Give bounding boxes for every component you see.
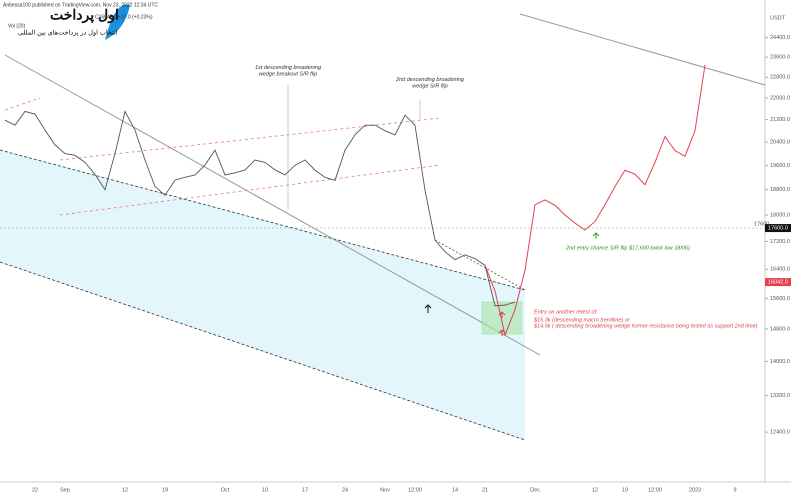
x-tick-label: 12:00: [408, 487, 422, 493]
last-price-label: 16042.0: [768, 280, 788, 286]
annotation: Entry on another retest of:: [534, 309, 598, 315]
price-line: [484, 65, 706, 337]
level-axis-label: 17600.0: [768, 226, 788, 232]
annotation: 2nd descending broadening wedge S/R flip: [395, 77, 465, 90]
y-tick-label: 14000.0: [770, 359, 790, 365]
x-tick-label: 17: [302, 487, 308, 493]
wedge-line: [59, 117, 441, 161]
x-tick-label: 12: [592, 487, 598, 493]
logo-icon: [105, 4, 130, 40]
y-tick-label: 16400.0: [770, 267, 790, 273]
unit-label: USDT: [770, 15, 786, 21]
y-tick-label: 22800.0: [770, 75, 790, 81]
level-label: 17600: [754, 221, 769, 227]
annotation: $15.3k (descending macro trendline) or: [533, 317, 631, 323]
last-price-tag: [765, 278, 791, 287]
macro-trendline: [4, 54, 541, 356]
y-tick-label: 18800.0: [770, 187, 790, 193]
y-tick-label: 20400.0: [770, 139, 790, 145]
logo: اول پرداخت انتخاب اول در پرداخت‌های بین …: [0, 0, 150, 42]
y-tick-label: 15600.0: [770, 296, 790, 302]
channel-line: [0, 149, 526, 291]
x-tick-label: Oct: [221, 487, 230, 493]
ohlc: C16042.0 +37.0 (+0.23%): [95, 14, 153, 20]
y-tick-label: 22000.0: [770, 95, 790, 101]
annotation-line: wedge S/R flip: [412, 84, 447, 90]
annotation-line: wedge breakout S/R flip: [259, 72, 317, 78]
y-tick-label: 18000.0: [770, 212, 790, 218]
x-tick-label: 12: [122, 487, 128, 493]
logo-title: اول پرداخت: [50, 7, 119, 24]
level-tag: [765, 224, 791, 233]
x-tick-label: Dec: [530, 487, 540, 493]
x-tick-label: 12:00: [648, 487, 662, 493]
volume-label: Vol (20): [8, 23, 26, 29]
y-tick-label: 19600.0: [770, 163, 790, 169]
x-tick-label: 19: [622, 487, 628, 493]
wedge-line: [4, 97, 41, 111]
y-tick-label: 14800.0: [770, 326, 790, 332]
x-tick-label: 14: [452, 487, 458, 493]
upper-trendline: [519, 13, 766, 86]
annotation: 1st descending broadening wedge breakout …: [255, 65, 322, 78]
logo-subtitle: انتخاب اول در پرداخت‌های بین المللی: [18, 29, 118, 37]
x-tick-label: 21: [482, 487, 488, 493]
x-tick-label: 2023: [689, 487, 701, 493]
annotation: 2nd entry chance S/R flip $17,600 (wick …: [565, 245, 690, 251]
annotation: $14.6k ( descending broadening wedge for…: [533, 323, 758, 329]
arrow: [592, 232, 600, 239]
price-line: [4, 110, 516, 307]
x-tick-label: 24: [342, 487, 348, 493]
y-tick-label: 23600.0: [770, 55, 790, 61]
x-tick-label: 10: [262, 487, 268, 493]
header: Anbessa100 published on TradingView.com,…: [3, 2, 158, 8]
y-tick-label: 24400.0: [770, 35, 790, 41]
y-tick-label: 17200.0: [770, 239, 790, 245]
annotation-line: 2nd descending broadening: [395, 77, 465, 83]
wedge-line: [434, 239, 526, 291]
x-tick-label: 22: [32, 487, 38, 493]
channel-fill: [0, 150, 525, 440]
x-tick-label: Sep: [60, 487, 70, 493]
arrow: [424, 304, 432, 313]
y-tick-label: 12400.0: [770, 430, 790, 436]
x-tick-label: 9: [733, 487, 736, 493]
y-tick-label: 21200.0: [770, 117, 790, 123]
x-tick-label: Nov: [380, 487, 390, 493]
y-tick-label: 13200.0: [770, 393, 790, 399]
wedge-line: [59, 164, 441, 216]
channel-line: [0, 261, 526, 441]
x-tick-label: 19: [162, 487, 168, 493]
annotation-line: 1st descending broadening: [255, 65, 322, 71]
